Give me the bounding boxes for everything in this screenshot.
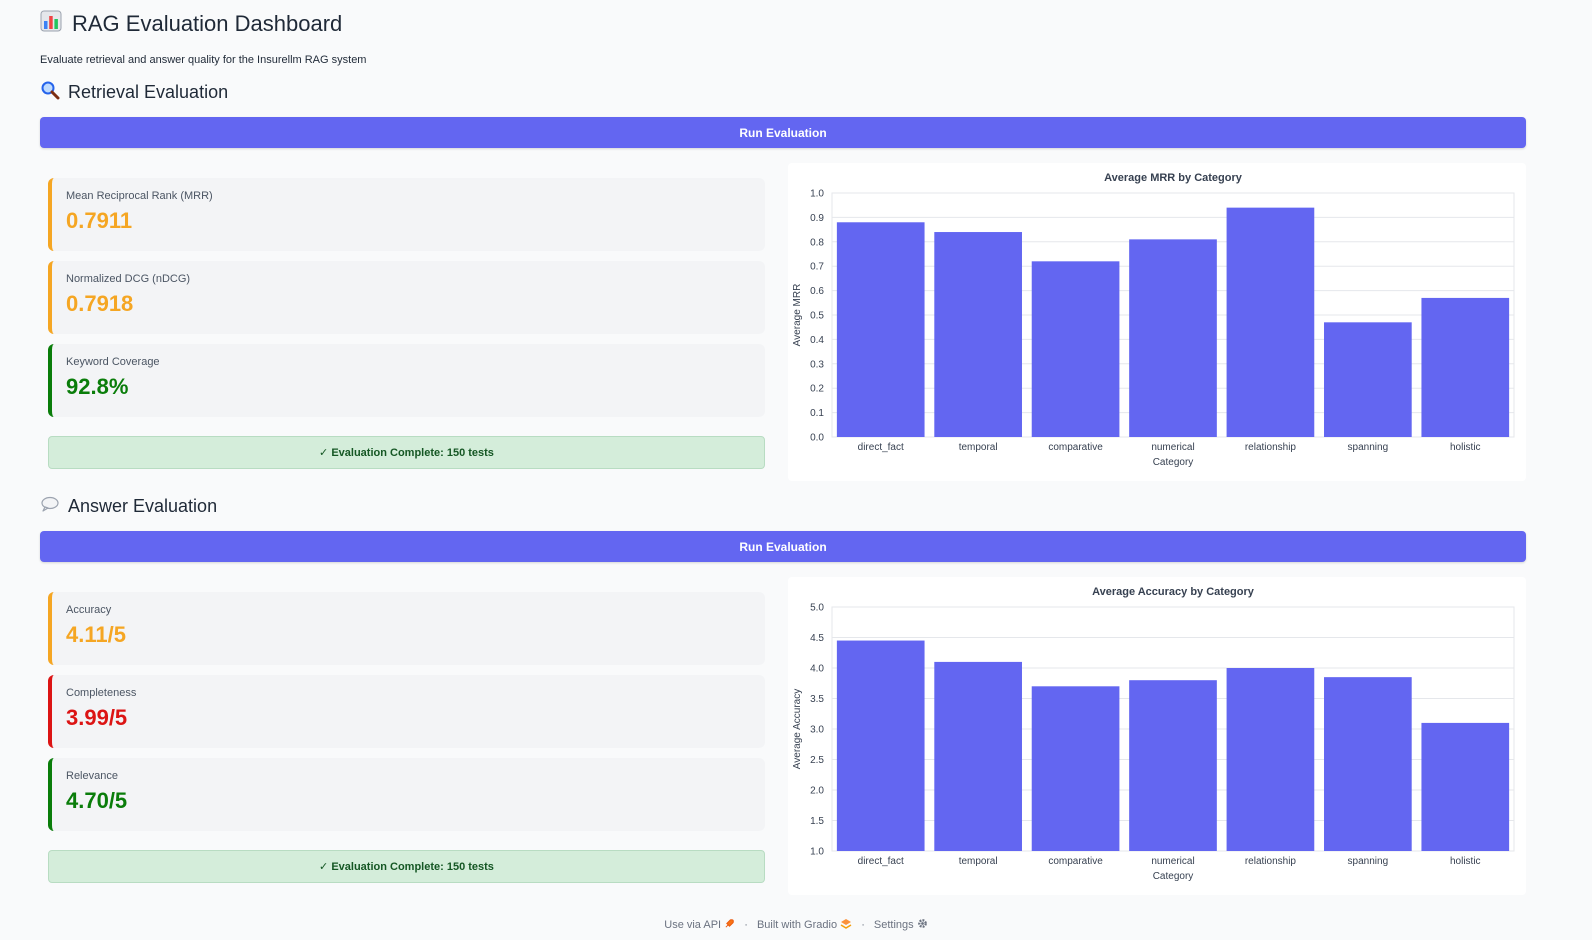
y-tick-label: 0.3 <box>810 359 824 370</box>
ndcg-metric-card: Normalized DCG (nDCG) 0.7918 <box>48 261 765 334</box>
relevance-metric-card: Relevance 4.70/5 <box>48 758 765 831</box>
bar-comparative[interactable] <box>1031 261 1120 437</box>
x-tick-label: spanning <box>1348 856 1389 867</box>
retrieval-status-banner: ✓ Evaluation Complete: 150 tests <box>48 436 765 469</box>
y-tick-label: 2.0 <box>810 786 824 797</box>
footer-separator: · <box>861 919 865 931</box>
metric-label: Mean Reciprocal Rank (MRR) <box>66 190 213 202</box>
x-tick-label: numerical <box>1151 442 1194 453</box>
y-tick-label: 0.6 <box>810 286 824 297</box>
run-answer-evaluation-button[interactable]: Run Evaluation <box>40 531 1526 562</box>
y-tick-label: 0.5 <box>810 311 824 322</box>
bar-temporal[interactable] <box>934 661 1022 851</box>
use-via-api-link[interactable]: Use via API <box>664 919 738 931</box>
settings-link[interactable]: Settings <box>874 919 928 931</box>
x-tick-label: temporal <box>959 856 998 867</box>
y-tick-label: 3.0 <box>810 725 824 736</box>
y-tick-label: 3.5 <box>810 694 824 705</box>
gradio-logo-icon <box>840 919 855 931</box>
y-axis-label: Average Accuracy <box>792 689 803 769</box>
chart-title: Average Accuracy by Category <box>1092 586 1255 598</box>
y-tick-label: 0.4 <box>810 335 824 346</box>
y-tick-label: 0.1 <box>810 408 824 419</box>
x-axis-label: Category <box>1153 457 1194 468</box>
bar-numerical[interactable] <box>1129 239 1217 437</box>
y-tick-label: 0.8 <box>810 237 824 248</box>
bar-spanning[interactable] <box>1324 322 1412 437</box>
metric-label: Normalized DCG (nDCG) <box>66 273 191 285</box>
bar-direct_fact[interactable] <box>836 640 925 851</box>
metric-value: 92.8% <box>66 374 129 399</box>
bar-relationship[interactable] <box>1226 668 1315 851</box>
metric-value: 0.7911 <box>66 208 133 233</box>
bar-spanning[interactable] <box>1324 677 1412 851</box>
x-tick-label: temporal <box>959 442 998 453</box>
bar-relationship[interactable] <box>1226 207 1315 437</box>
retrieval-section-title: Retrieval Evaluation <box>40 80 228 105</box>
bar-comparative[interactable] <box>1031 686 1120 851</box>
accuracy-bar-chart: Average Accuracy by Category 1.0 1.5 2.0 2.5… <box>792 586 1515 882</box>
bar-numerical[interactable] <box>1129 680 1217 851</box>
answer-section-title-text: Answer Evaluation <box>68 496 218 516</box>
x-tick-label: holistic <box>1450 442 1481 453</box>
bar-direct_fact[interactable] <box>836 222 925 437</box>
x-tick-label: relationship <box>1245 856 1297 867</box>
chart-title: Average MRR by Category <box>1104 172 1243 184</box>
metric-value: 4.11/5 <box>66 622 126 647</box>
x-tick-label: direct_fact <box>858 856 904 867</box>
run-retrieval-evaluation-button[interactable]: Run Evaluation <box>40 117 1526 148</box>
y-tick-label: 4.0 <box>810 664 824 675</box>
metric-label: Completeness <box>66 687 137 699</box>
keyword-coverage-metric-card: Keyword Coverage 92.8% <box>48 344 765 417</box>
retrieval-section-title-text: Retrieval Evaluation <box>68 82 229 102</box>
answer-status-banner: ✓ Evaluation Complete: 150 tests <box>48 850 765 883</box>
mrr-chart-panel: Average MRR by Category 0.0 0.1 0.2 0.3 0.4 0.… <box>788 163 1526 481</box>
y-tick-label: 1.0 <box>810 847 824 858</box>
y-tick-label: 2.5 <box>810 755 824 766</box>
x-axis-label: Category <box>1153 871 1194 882</box>
metric-label: Relevance <box>66 770 118 782</box>
x-tick-label: comparative <box>1048 442 1103 453</box>
y-axis-label: Average MRR <box>792 284 803 347</box>
x-tick-label: direct_fact <box>858 442 904 453</box>
page-subtitle: Evaluate retrieval and answer quality fo… <box>40 54 367 66</box>
mrr-metric-card: Mean Reciprocal Rank (MRR) 0.7911 <box>48 178 765 251</box>
gear-icon <box>917 919 928 931</box>
y-tick-label: 4.5 <box>810 633 824 644</box>
page-title-text: RAG Evaluation Dashboard <box>72 11 343 36</box>
x-tick-label: holistic <box>1450 856 1481 867</box>
bar-temporal[interactable] <box>934 232 1022 437</box>
x-tick-label: numerical <box>1151 856 1194 867</box>
rocket-icon <box>724 919 738 931</box>
y-tick-label: 1.5 <box>810 816 824 827</box>
footer: Use via API · Built with Gradio · Settin… <box>0 918 1592 931</box>
footer-separator: · <box>744 919 748 931</box>
mrr-bar-chart: Average MRR by Category 0.0 0.1 0.2 0.3 0.4 0.… <box>792 172 1515 468</box>
bar-chart-icon <box>40 10 62 38</box>
accuracy-chart-panel: Average Accuracy by Category 1.0 1.5 2.0 2.5… <box>788 577 1526 895</box>
metric-label: Accuracy <box>66 604 112 616</box>
y-tick-label: 1.0 <box>810 189 824 200</box>
y-tick-label: 0.9 <box>810 213 824 224</box>
speech-bubble-icon <box>40 494 60 519</box>
accuracy-metric-card: Accuracy 4.11/5 <box>48 592 765 665</box>
x-tick-label: comparative <box>1048 856 1103 867</box>
y-tick-label: 0.7 <box>810 262 824 273</box>
metric-value: 0.7918 <box>66 291 134 316</box>
x-tick-label: spanning <box>1348 442 1389 453</box>
metric-value: 4.70/5 <box>66 788 128 813</box>
built-with-gradio-link[interactable]: Built with Gradio <box>757 919 855 931</box>
y-tick-label: 0.2 <box>810 384 824 395</box>
metric-value: 3.99/5 <box>66 705 128 730</box>
y-tick-label: 5.0 <box>810 603 824 614</box>
page-title: RAG Evaluation Dashboard <box>40 10 342 38</box>
completeness-metric-card: Completeness 3.99/5 <box>48 675 765 748</box>
bar-holistic[interactable] <box>1421 722 1510 851</box>
x-tick-label: relationship <box>1245 442 1297 453</box>
y-tick-label: 0.0 <box>810 433 824 444</box>
bar-holistic[interactable] <box>1421 297 1510 437</box>
answer-section-title: Answer Evaluation <box>40 494 217 519</box>
metric-label: Keyword Coverage <box>66 356 160 368</box>
magnifier-icon <box>40 80 60 105</box>
